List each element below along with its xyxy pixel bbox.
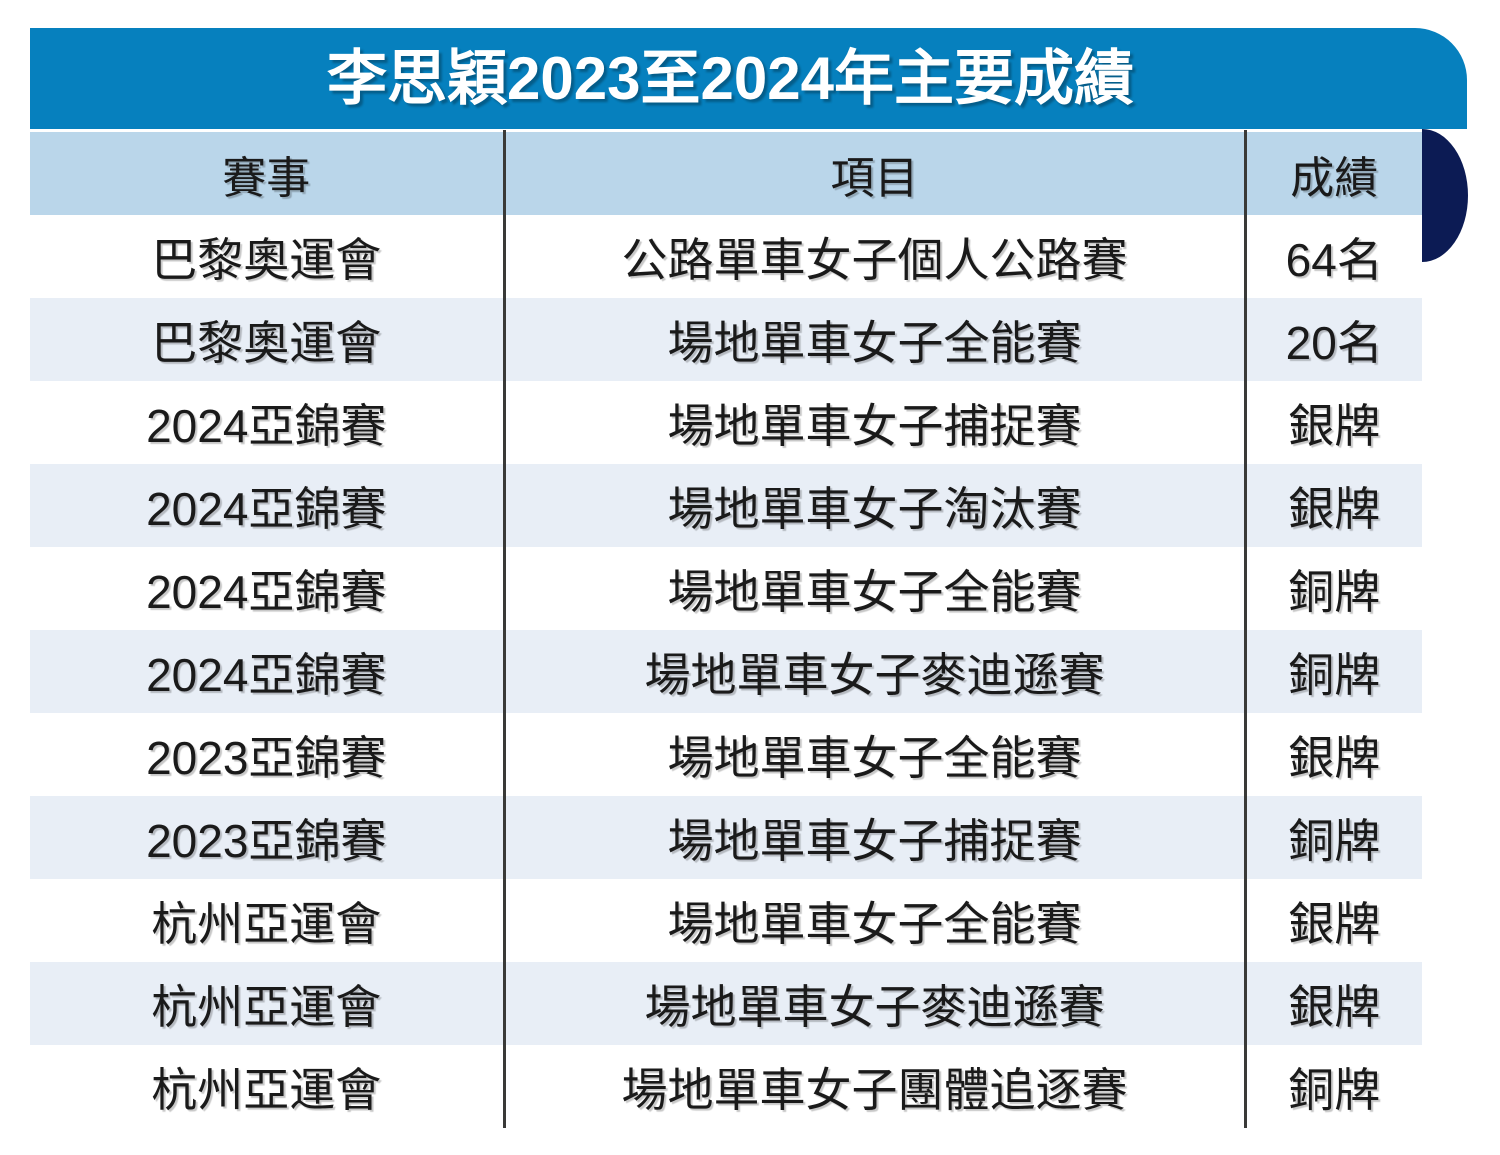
cell-event: 巴黎奧運會 bbox=[30, 298, 504, 381]
cell-result: 銅牌 bbox=[1243, 1045, 1422, 1128]
table-header-row: 賽事 項目 成績 bbox=[30, 130, 1422, 215]
cell-event: 2024亞錦賽 bbox=[30, 464, 504, 547]
cell-event: 2024亞錦賽 bbox=[30, 630, 504, 713]
cell-result: 銅牌 bbox=[1243, 796, 1422, 879]
cell-result: 銀牌 bbox=[1243, 381, 1422, 464]
title-bar: 李思穎2023至2024年主要成績 bbox=[30, 28, 1467, 129]
cell-item: 場地單車女子捕捉賽 bbox=[502, 796, 1245, 879]
cell-result: 銅牌 bbox=[1243, 547, 1422, 630]
table-row: 杭州亞運會 場地單車女子全能賽 銀牌 bbox=[30, 879, 1422, 962]
cell-item: 場地單車女子捕捉賽 bbox=[502, 381, 1245, 464]
cell-item: 場地單車女子團體追逐賽 bbox=[502, 1045, 1245, 1128]
cell-event: 杭州亞運會 bbox=[30, 1045, 504, 1128]
table-row: 2023亞錦賽 場地單車女子全能賽 銀牌 bbox=[30, 713, 1422, 796]
cell-event: 杭州亞運會 bbox=[30, 879, 504, 962]
cell-result: 銀牌 bbox=[1243, 713, 1422, 796]
cell-event: 2024亞錦賽 bbox=[30, 547, 504, 630]
cell-result: 銀牌 bbox=[1243, 464, 1422, 547]
cell-result: 銀牌 bbox=[1243, 962, 1422, 1045]
table-row: 杭州亞運會 場地單車女子團體追逐賽 銅牌 bbox=[30, 1045, 1422, 1128]
column-header-result: 成績 bbox=[1243, 130, 1422, 215]
table-row: 2023亞錦賽 場地單車女子捕捉賽 銅牌 bbox=[30, 796, 1422, 879]
cell-item: 場地單車女子全能賽 bbox=[502, 713, 1245, 796]
cell-item: 場地單車女子全能賽 bbox=[502, 298, 1245, 381]
table-row: 巴黎奧運會 場地單車女子全能賽 20名 bbox=[30, 298, 1422, 381]
cell-event: 2023亞錦賽 bbox=[30, 713, 504, 796]
table-row: 2024亞錦賽 場地單車女子捕捉賽 銀牌 bbox=[30, 381, 1422, 464]
table-row: 2024亞錦賽 場地單車女子麥迪遜賽 銅牌 bbox=[30, 630, 1422, 713]
cell-event: 巴黎奧運會 bbox=[30, 215, 504, 298]
results-table: 賽事 項目 成績 巴黎奧運會 公路單車女子個人公路賽 64名 巴黎奧運會 場地單… bbox=[30, 130, 1422, 1128]
cell-event: 2024亞錦賽 bbox=[30, 381, 504, 464]
results-table-container: 賽事 項目 成績 巴黎奧運會 公路單車女子個人公路賽 64名 巴黎奧運會 場地單… bbox=[30, 130, 1422, 1128]
cell-result: 銀牌 bbox=[1243, 879, 1422, 962]
page-title: 李思穎2023至2024年主要成績 bbox=[327, 44, 1134, 112]
table-row: 杭州亞運會 場地單車女子麥迪遜賽 銀牌 bbox=[30, 962, 1422, 1045]
cell-item: 場地單車女子全能賽 bbox=[502, 879, 1245, 962]
cell-item: 公路單車女子個人公路賽 bbox=[502, 215, 1245, 298]
navy-semicircle-decoration bbox=[1422, 129, 1468, 262]
cell-item: 場地單車女子全能賽 bbox=[502, 547, 1245, 630]
cell-result: 20名 bbox=[1243, 298, 1422, 381]
cell-event: 2023亞錦賽 bbox=[30, 796, 504, 879]
column-header-event: 賽事 bbox=[30, 130, 504, 215]
table-body: 巴黎奧運會 公路單車女子個人公路賽 64名 巴黎奧運會 場地單車女子全能賽 20… bbox=[30, 215, 1422, 1128]
cell-event: 杭州亞運會 bbox=[30, 962, 504, 1045]
cell-item: 場地單車女子麥迪遜賽 bbox=[502, 962, 1245, 1045]
table-row: 2024亞錦賽 場地單車女子淘汰賽 銀牌 bbox=[30, 464, 1422, 547]
table-row: 巴黎奧運會 公路單車女子個人公路賽 64名 bbox=[30, 215, 1422, 298]
table-header: 賽事 項目 成績 bbox=[30, 130, 1422, 215]
cell-item: 場地單車女子淘汰賽 bbox=[502, 464, 1245, 547]
cell-item: 場地單車女子麥迪遜賽 bbox=[502, 630, 1245, 713]
cell-result: 銅牌 bbox=[1243, 630, 1422, 713]
cell-result: 64名 bbox=[1243, 215, 1422, 298]
table-row: 2024亞錦賽 場地單車女子全能賽 銅牌 bbox=[30, 547, 1422, 630]
column-header-item: 項目 bbox=[502, 130, 1245, 215]
